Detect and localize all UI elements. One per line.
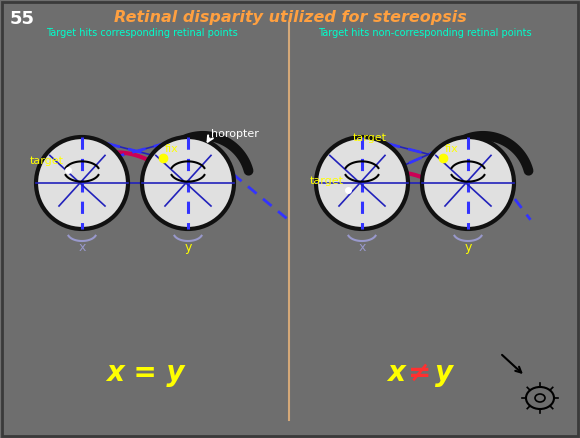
Text: ≠: ≠ xyxy=(408,359,432,387)
Ellipse shape xyxy=(36,137,128,229)
Text: fix: fix xyxy=(165,144,179,154)
Text: x: x xyxy=(387,359,405,387)
Ellipse shape xyxy=(422,137,514,229)
Text: Target hits non-corresponding retinal points: Target hits non-corresponding retinal po… xyxy=(318,28,532,38)
Text: target: target xyxy=(310,176,344,186)
Text: Retinal disparity utilized for stereopsis: Retinal disparity utilized for stereopsi… xyxy=(114,10,466,25)
Text: y: y xyxy=(435,359,453,387)
Text: x: x xyxy=(78,241,86,254)
Text: y: y xyxy=(184,241,191,254)
Text: Target hits corresponding retinal points: Target hits corresponding retinal points xyxy=(46,28,238,38)
Text: x = y: x = y xyxy=(106,359,184,387)
Text: target: target xyxy=(30,156,64,166)
Text: horopter: horopter xyxy=(211,129,259,139)
Ellipse shape xyxy=(316,137,408,229)
Ellipse shape xyxy=(142,137,234,229)
Text: 55: 55 xyxy=(10,10,35,28)
Text: x: x xyxy=(358,241,365,254)
Text: target: target xyxy=(353,133,387,143)
Text: fix: fix xyxy=(445,144,459,154)
Text: y: y xyxy=(465,241,472,254)
